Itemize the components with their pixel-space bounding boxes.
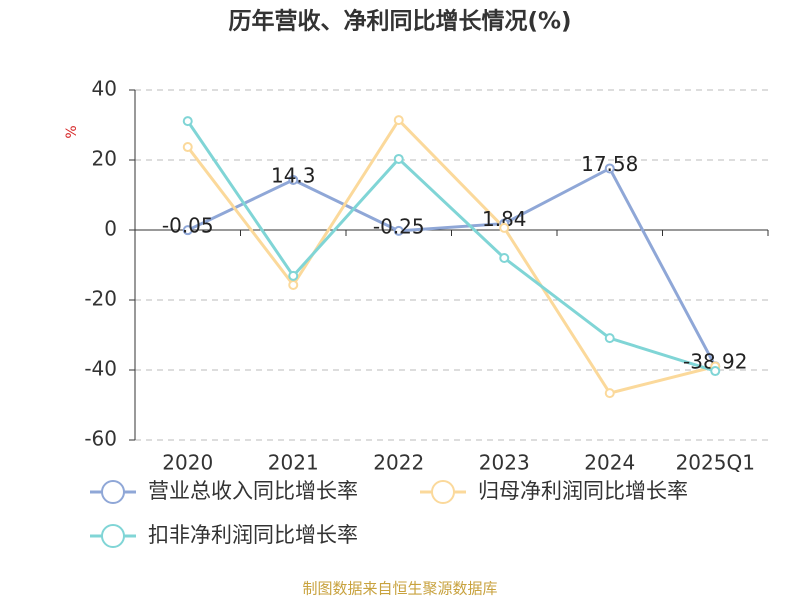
data-label: -0.05	[162, 214, 214, 238]
x-tick-label: 2025Q1	[676, 451, 755, 475]
data-label: -0.25	[373, 214, 425, 238]
data-point	[393, 225, 404, 236]
data-label: 14.3	[271, 163, 316, 187]
series-line	[187, 166, 717, 367]
x-tick-label: 2023	[479, 451, 530, 475]
series-line	[186, 117, 716, 395]
data-point	[182, 116, 193, 127]
y-tick-label: -60	[84, 427, 117, 451]
x-tick-label: 2024	[584, 451, 635, 475]
x-tick-label: 2021	[268, 451, 319, 475]
data-point	[604, 163, 615, 174]
data-point	[288, 279, 299, 290]
data-point	[710, 366, 721, 377]
data-point	[393, 115, 404, 126]
x-tick-label: 2020	[162, 451, 213, 475]
data-point	[288, 174, 299, 185]
data-point	[182, 142, 193, 153]
y-tick-label: 0	[104, 217, 117, 241]
legend-marker[interactable]	[101, 524, 125, 548]
y-tick-label: -40	[84, 357, 117, 381]
data-point	[604, 388, 615, 399]
data-point	[499, 222, 510, 233]
series-line	[186, 120, 716, 373]
legend-marker[interactable]	[101, 480, 125, 504]
legend-label[interactable]: 归母净利润同比增长率	[478, 479, 688, 503]
y-axis-label: %	[64, 125, 80, 138]
source-note: 制图数据来自恒生聚源数据库	[302, 580, 497, 598]
legend-label[interactable]: 扣非净利润同比增长率	[148, 523, 358, 547]
chart-title: 历年营收、净利同比增长情况(%)	[228, 8, 571, 35]
data-label: 17.58	[581, 152, 638, 176]
legend-marker[interactable]	[431, 480, 455, 504]
data-point	[288, 270, 299, 281]
x-tick-label: 2022	[373, 451, 424, 475]
data-point	[182, 225, 193, 236]
data-point	[499, 253, 510, 263]
y-tick-label: 40	[92, 77, 117, 101]
data-point	[393, 153, 404, 164]
legend-label[interactable]: 营业总收入同比增长率	[148, 479, 358, 503]
y-tick-label: -20	[84, 287, 117, 311]
data-point	[604, 333, 615, 344]
y-tick-label: 20	[92, 147, 117, 171]
